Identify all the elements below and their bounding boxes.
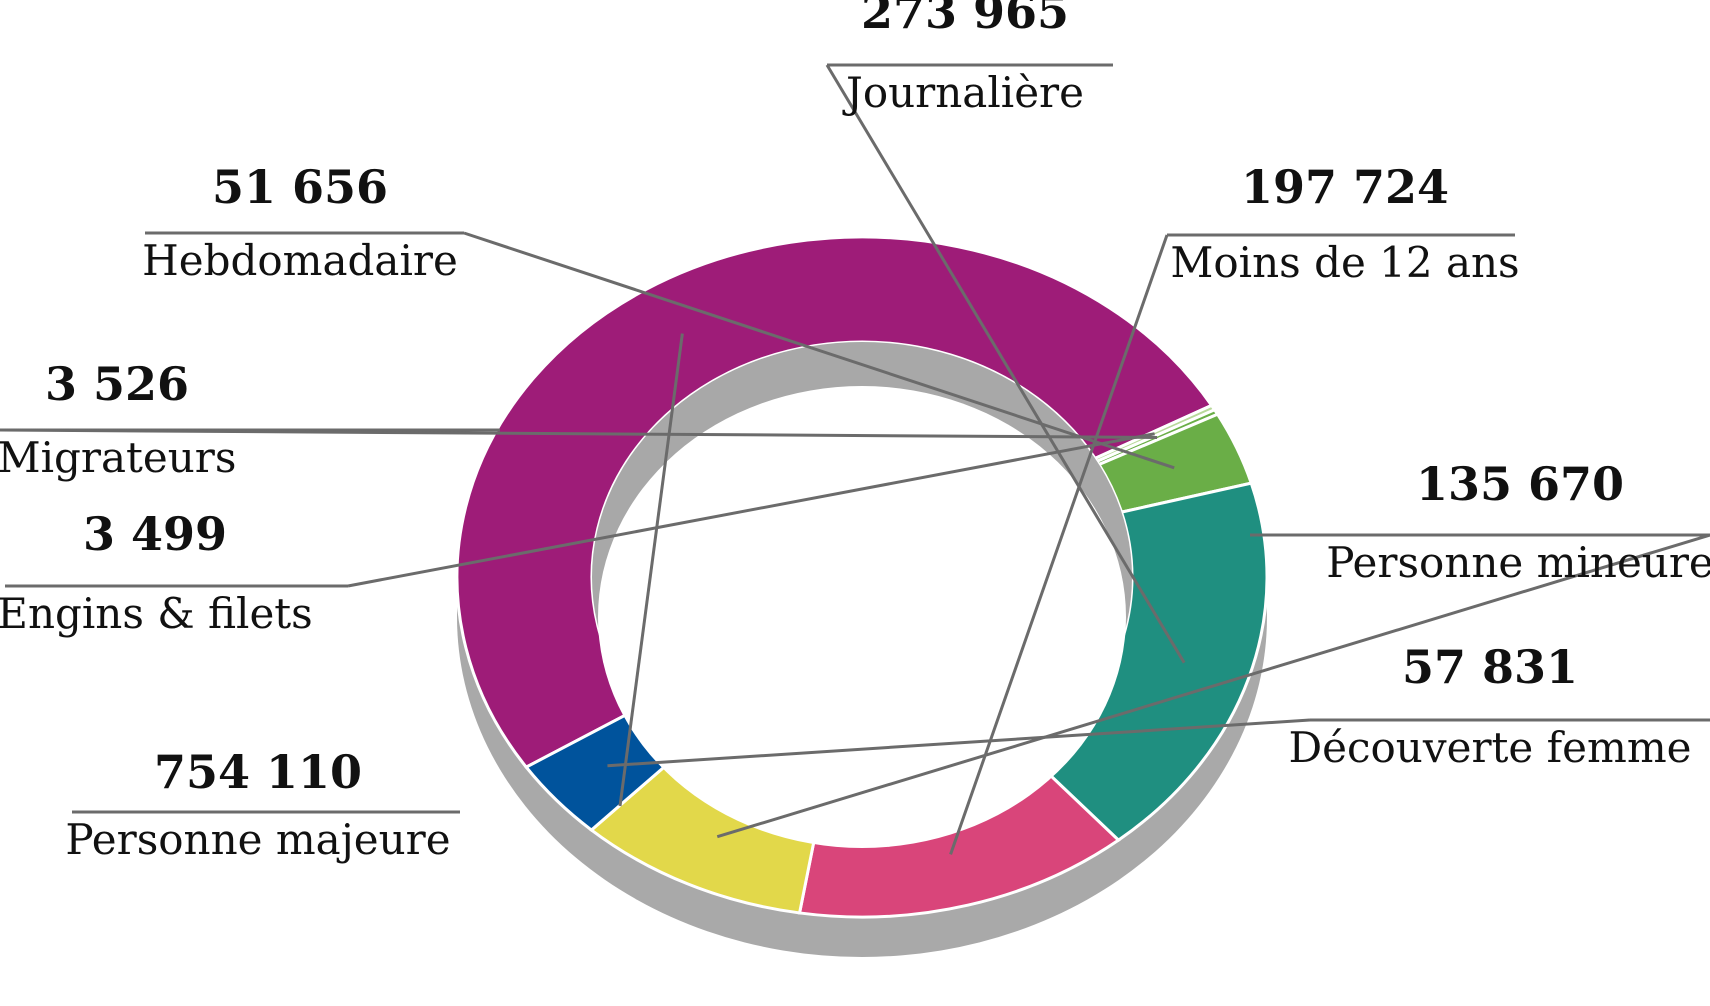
leader-line-moins-de-12-ans xyxy=(949,234,1169,855)
category-label-personne-majeure: Personne majeure xyxy=(65,815,450,864)
leader-line-d-couverte-femme xyxy=(607,718,1311,768)
value-label-moins-de-12-ans: 197 724 xyxy=(1241,160,1449,214)
category-label-engins-filets: Engins & filets xyxy=(0,589,313,638)
leader-line-hebdomadaire xyxy=(463,231,1175,470)
category-label-personne-mineure: Personne mineure xyxy=(1326,538,1710,587)
value-label-d-couverte-femme: 57 831 xyxy=(1402,640,1578,694)
slice-labels: 754 110 Personne majeure 3 499 Engins & fil… xyxy=(0,0,1710,864)
value-label-engins-filets: 3 499 xyxy=(83,507,227,561)
value-label-personne-mineure: 135 670 xyxy=(1416,457,1624,511)
leader-line-engins-filets xyxy=(347,432,1155,588)
leader-line-personne-majeure xyxy=(618,333,684,807)
category-label-migrateurs: Migrateurs xyxy=(0,433,236,482)
value-label-migrateurs: 3 526 xyxy=(45,357,189,411)
value-label-hebdomadaire: 51 656 xyxy=(212,160,388,214)
leader-line-migrateurs xyxy=(0,428,1158,439)
leader-line-personne-mineure xyxy=(716,533,1710,839)
category-label-moins-de-12-ans: Moins de 12 ans xyxy=(1170,238,1519,287)
donut-slices xyxy=(455,235,1269,919)
category-label-hebdomadaire: Hebdomadaire xyxy=(142,236,458,285)
category-label-journali-re: Journalière xyxy=(842,68,1084,117)
leader-line-journali-re xyxy=(825,64,1186,664)
value-label-personne-majeure: 754 110 xyxy=(154,745,362,799)
leader-lines xyxy=(0,63,1710,855)
category-label-d-couverte-femme: Découverte femme xyxy=(1288,723,1691,772)
value-label-journali-re: 273 965 xyxy=(861,0,1069,39)
